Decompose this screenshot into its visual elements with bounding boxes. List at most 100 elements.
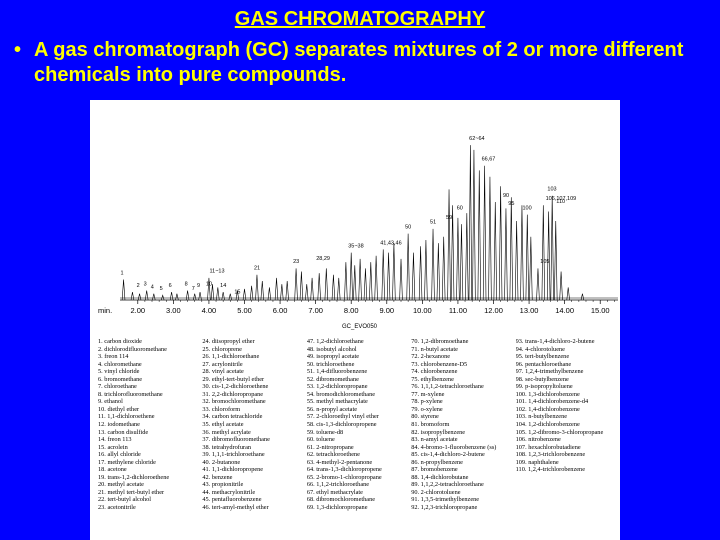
legend-item: 41. 1,1-dichloropropene xyxy=(202,466,264,474)
x-tick-label: 6.00 xyxy=(273,306,288,315)
chromatogram-peak xyxy=(175,293,179,301)
legend-item: 46. tert-amyl-methyl ether xyxy=(202,504,269,512)
legend-item: 88. 1,4-dichlorobutane xyxy=(411,473,469,481)
chromatogram-peak xyxy=(465,213,469,301)
legend-item: 13. carbon disulfide xyxy=(98,428,149,436)
legend-item: 70. 1,2-dibromoethane xyxy=(411,338,469,345)
legend-column: 47. 1,2-dichloroethane 48. isobutyl alcoh… xyxy=(307,338,409,538)
chromatogram-peak xyxy=(450,205,455,301)
chromatogram-peak xyxy=(228,293,232,301)
chromatogram-peak xyxy=(216,287,220,301)
chromatogram-peak xyxy=(418,246,423,301)
x-tick-label: 2.00 xyxy=(130,306,145,315)
legend-item: 59. toluene-d8 xyxy=(306,428,344,436)
peak-label: 41,43,46 xyxy=(380,240,401,246)
chromatogram-peak xyxy=(130,292,135,301)
chromatogram-peak xyxy=(493,202,497,301)
chromatogram-peak xyxy=(160,294,165,301)
x-tick-label: 15.00 xyxy=(591,306,610,315)
legend-item: 75. ethylbenzene xyxy=(411,375,454,383)
legend-item: 74. chlorobenzene xyxy=(411,368,458,376)
chromatogram-peak xyxy=(221,292,225,301)
peak-label: 23 xyxy=(293,259,299,265)
compound-legend: 1. carbon dioxide 2. dichlorodifluorometh… xyxy=(98,338,618,538)
chromatogram-peak xyxy=(456,217,460,301)
x-tick-label: 11.00 xyxy=(449,306,467,315)
peak-label: 51 xyxy=(430,220,436,226)
legend-item: 2. dichlorodifluoromethane xyxy=(98,345,167,353)
legend-item: 85. cis-1,4-dichloro-2-butene xyxy=(411,451,485,459)
legend-item: 38. tetrahydrofuran xyxy=(202,443,252,451)
x-tick-label: 5.00 xyxy=(237,306,252,315)
legend-item: 108. 1,2,3-trichlorobenzene xyxy=(515,451,586,459)
legend-item: 15. acrolein xyxy=(98,443,128,451)
x-ticks-layer: 2.00 3.00 4.00 5.00 6.00 7.00 8.00 9.00 10.00 11.… xyxy=(130,300,615,315)
chromatogram-figure: 1 2 3 4 5 6 8 7 9 10 11~13 14 15 21 23 28,29 35~38 41,43,… xyxy=(90,100,620,540)
legend-item: 89. 1,1,2,2-tetrachloroethane xyxy=(411,481,484,489)
legend-item: 60. toluene xyxy=(306,436,335,444)
legend-item: 92. 1,2,3-trichloropropane xyxy=(411,504,478,512)
legend-item: 80. styrene xyxy=(411,413,439,421)
chromatogram-peak xyxy=(541,205,545,301)
x-tick-label: 14.00 xyxy=(555,306,574,315)
chromatogram-peak xyxy=(363,268,368,301)
chromatogram-peak xyxy=(358,258,362,301)
peak-label: 90 xyxy=(503,193,509,199)
chromatogram-peak xyxy=(550,195,554,301)
chromatogram-peak xyxy=(509,197,513,301)
legend-item: 67. ethyl methacrylate xyxy=(306,488,363,496)
chromatogram-peak xyxy=(144,290,149,301)
chromatogram-peak xyxy=(381,249,385,301)
legend-item: 102. 1,4-dichlorobenzene xyxy=(515,405,580,413)
legend-item: 95. tert-butylbenzene xyxy=(515,353,570,361)
legend-item: 14. freon 113 xyxy=(98,436,132,444)
legend-column: 24. diisopropyl ether 25. chloroprene 26. … xyxy=(202,338,304,538)
legend-item: 69. 1,3-dichloropropane xyxy=(306,504,368,512)
chromatogram-peak xyxy=(235,290,240,301)
legend-item: 96. pentachloroethane xyxy=(515,360,572,368)
legend-item: 20. methyl acetate xyxy=(98,481,144,489)
legend-item: 4. chloromethane xyxy=(98,360,142,368)
legend-item: 26. 1,1-dichloroethane xyxy=(202,353,260,361)
peak-label: 50 xyxy=(405,224,411,230)
peak-label: 35~38 xyxy=(348,243,363,249)
legend-item: 17. methylene chloride xyxy=(98,458,156,466)
chromatogram-peak xyxy=(546,211,551,301)
peak-label: 5 xyxy=(160,286,163,292)
x-tick-label: 3.00 xyxy=(166,306,181,315)
legend-item: 109. naphthalene xyxy=(515,458,559,466)
chromatogram-peak xyxy=(504,208,508,301)
x-tick-label: 9.00 xyxy=(379,306,394,315)
x-tick-label: 10.00 xyxy=(413,306,432,315)
legend-item: 91. 1,3,5-trimethylbenzene xyxy=(411,496,480,504)
x-tick-label: 4.00 xyxy=(202,306,217,315)
peak-label: 21 xyxy=(254,266,260,272)
peak-label: 10 xyxy=(206,281,212,287)
legend-item: 27. acrylonitrile xyxy=(202,360,243,368)
legend-item: 99. p-isopropyltoluene xyxy=(515,383,573,391)
peak-label: 6 xyxy=(169,283,172,289)
peak-label: 62~64 xyxy=(469,136,484,142)
legend-item: 84. 4-bromo-1-fluorobenzene (ss) xyxy=(411,443,497,451)
legend-item: 51. 1,4-difluorobenzene xyxy=(306,368,368,376)
chromatogram-peak xyxy=(344,262,348,301)
peak-label: 1 xyxy=(121,270,124,276)
chromatogram-peak xyxy=(536,268,540,301)
legend-item: 35. ethyl acetate xyxy=(202,421,244,429)
legend-item: 54. bromodichloromethane xyxy=(306,390,376,398)
legend-item: 65. 2-bromo-1-chloropropane xyxy=(306,473,382,481)
x-tick-label: 12.00 xyxy=(484,306,503,315)
legend-item: 49. isopropyl acetate xyxy=(306,353,360,361)
legend-item: 68. dibromochloromethane xyxy=(306,496,376,504)
legend-item: 22. tert-butyl alcohol xyxy=(98,496,151,504)
peak-label: 110 xyxy=(556,199,565,205)
legend-item: 30. cis-1,2-dichloroethene xyxy=(202,383,269,391)
legend-item: 87. bromobenzene xyxy=(411,466,458,474)
legend-item: 28. vinyl acetate xyxy=(202,368,244,376)
legend-column: 93. trans-1,4-dichloro-2-butene 94. 4-chl… xyxy=(516,338,618,538)
legend-item: 62. tetrachloroethene xyxy=(306,451,360,459)
chromatogram-peak xyxy=(468,145,473,301)
legend-item: 43. propionitrile xyxy=(202,481,244,489)
chromatogram-chart: 12 34 56 879 1011~131415212328,2935~3841,43,… xyxy=(98,136,618,330)
chromatogram-peak xyxy=(386,252,391,301)
